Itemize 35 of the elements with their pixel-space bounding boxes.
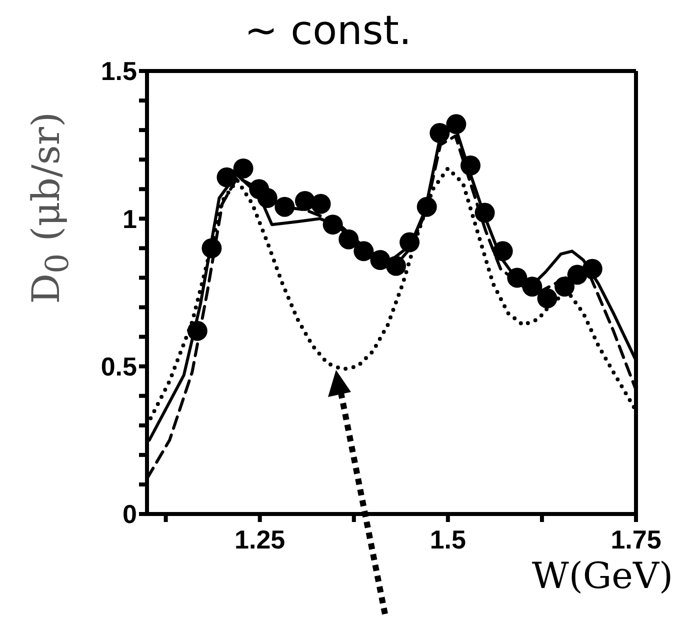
- point: [370, 250, 390, 270]
- point: [310, 194, 331, 214]
- point: [522, 276, 542, 297]
- point: [554, 276, 575, 297]
- point: [257, 188, 278, 208]
- chart-title: ~ const.: [243, 8, 413, 54]
- x-axis-title: W(GeV): [532, 556, 673, 597]
- point: [187, 320, 208, 341]
- y-tick-label: 0.5: [100, 352, 137, 382]
- point: [274, 196, 295, 217]
- y-tick-label: 1: [122, 204, 137, 234]
- point: [294, 190, 315, 211]
- y-tick-label: 1.5: [100, 56, 137, 86]
- point: [567, 264, 588, 285]
- point: [233, 158, 254, 178]
- point: [202, 238, 222, 258]
- point: [430, 123, 450, 144]
- point: [416, 196, 437, 217]
- y-tick-label: 0: [122, 499, 137, 530]
- point: [338, 229, 359, 250]
- point: [537, 288, 558, 308]
- point: [460, 156, 480, 176]
- point: [507, 268, 528, 288]
- x-tick-label: 1.75: [610, 524, 662, 554]
- point: [474, 202, 495, 223]
- point: [322, 214, 343, 235]
- point: [386, 256, 406, 276]
- point: [400, 232, 420, 252]
- point: [446, 114, 466, 134]
- point: [582, 258, 602, 279]
- point: [216, 167, 237, 188]
- x-tick-label: 1.25: [234, 524, 286, 554]
- point: [354, 241, 374, 262]
- x-tick-label: 1.5: [430, 524, 466, 554]
- point: [492, 241, 513, 262]
